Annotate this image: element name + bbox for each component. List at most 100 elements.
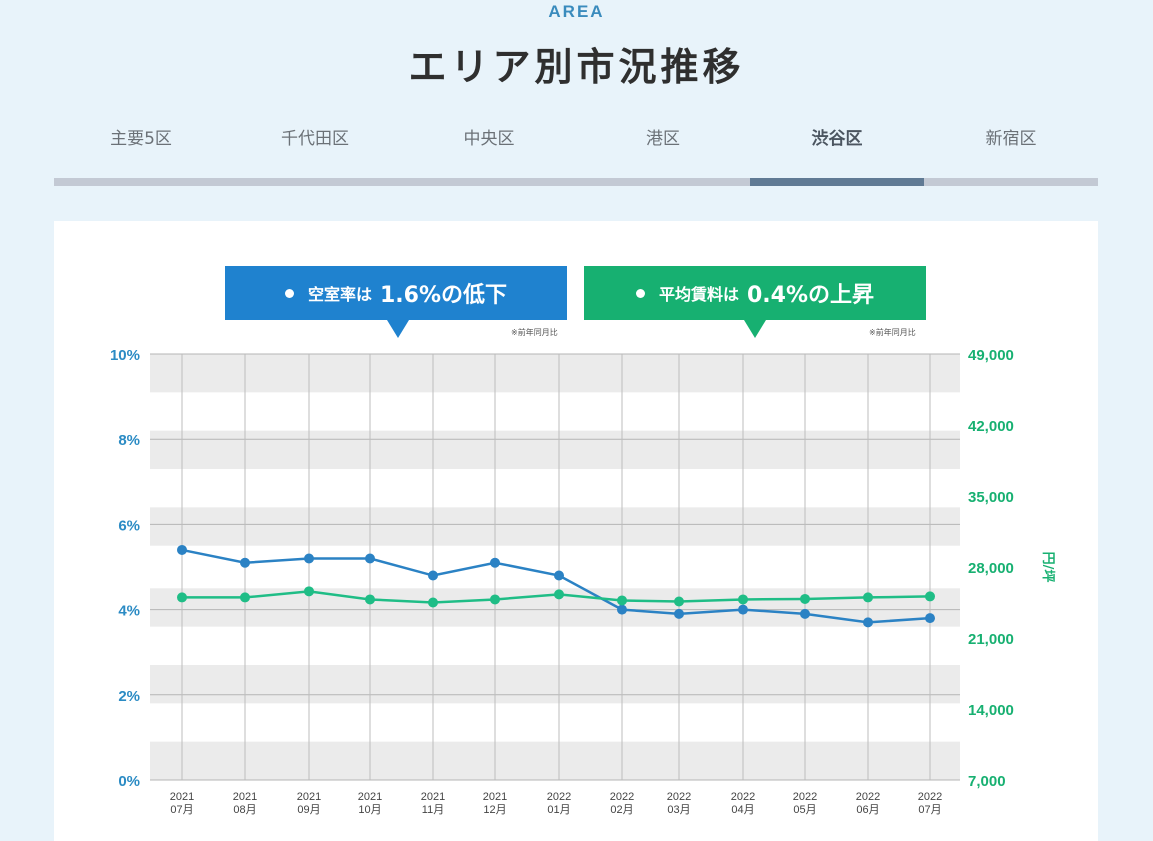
- vacancy-lead: 空室率は: [307, 285, 372, 304]
- tab-major5[interactable]: 主要5区: [54, 126, 228, 186]
- x-tick-year: 2022: [731, 791, 755, 803]
- y-left-tick: 2%: [118, 688, 140, 705]
- x-tick-year: 2021: [483, 791, 507, 803]
- rent-point: [554, 589, 564, 600]
- tab-label: 中央区: [463, 129, 515, 149]
- y-right-tick: 42,000: [968, 418, 1014, 435]
- x-tick-year: 2022: [610, 791, 634, 803]
- x-tick-month: 03月: [667, 804, 690, 816]
- y-right-tick: 28,000: [968, 560, 1014, 577]
- rent-point: [863, 592, 873, 603]
- callout-pointer: [387, 320, 409, 338]
- vacancy-point: [674, 608, 684, 619]
- x-tick-year: 2021: [233, 791, 257, 803]
- area-tabs: 主要5区 千代田区 中央区 港区 渋谷区 新宿区: [54, 126, 1098, 186]
- vacancy-point: [738, 604, 748, 615]
- y-left-tick: 10%: [110, 347, 140, 364]
- vacancy-change: 1.6%の低下: [379, 283, 508, 308]
- callout-pointer: [744, 320, 766, 338]
- tab-shibuya[interactable]: 渋谷区: [750, 126, 924, 186]
- bullet-icon: [284, 288, 294, 298]
- rent-point: [177, 592, 187, 603]
- vacancy-point: [490, 557, 500, 568]
- tab-label: 港区: [646, 129, 680, 149]
- x-tick-month: 08月: [233, 804, 256, 816]
- y-left-tick: 8%: [118, 432, 140, 449]
- x-tick-year: 2022: [856, 791, 880, 803]
- tab-indicator: [228, 178, 402, 186]
- x-tick-month: 04月: [731, 804, 754, 816]
- grid-band: [150, 354, 960, 393]
- rent-point: [925, 591, 935, 602]
- x-tick-month: 12月: [483, 804, 506, 816]
- rent-point: [800, 593, 810, 604]
- tab-shinjuku[interactable]: 新宿区: [924, 126, 1098, 186]
- line-chart: 0% 2% 4% 6% 8% 10% 7,000 14,000 21,000 28,000 35,0…: [110, 347, 1055, 816]
- tab-indicator: [402, 178, 576, 186]
- rent-point: [365, 594, 375, 605]
- vacancy-note: ※前年同月比: [511, 328, 558, 337]
- y-right-tick: 14,000: [968, 702, 1014, 719]
- tab-indicator: [924, 178, 1098, 186]
- vacancy-point: [304, 553, 314, 564]
- vacancy-point: [554, 570, 564, 581]
- x-tick-month: 07月: [170, 804, 193, 816]
- vacancy-point: [863, 617, 873, 628]
- x-tick-year: 2022: [667, 791, 691, 803]
- x-tick-month: 07月: [918, 804, 941, 816]
- tab-indicator: [576, 178, 750, 186]
- page-title: エリア別市況推移: [408, 45, 745, 89]
- x-tick-year: 2022: [547, 791, 571, 803]
- y-left-tick: 0%: [118, 773, 140, 790]
- rent-point: [428, 597, 438, 608]
- tab-chuo[interactable]: 中央区: [402, 126, 576, 186]
- rent-change: 0.4%の上昇: [746, 283, 875, 308]
- bullet-icon: [635, 288, 645, 298]
- tab-label: 千代田区: [281, 129, 349, 149]
- tab-indicator: [54, 178, 228, 186]
- y-right-unit-label: 円/坪: [1040, 552, 1055, 583]
- rent-point: [304, 586, 314, 597]
- x-tick-year: 2022: [918, 791, 942, 803]
- y-left-tick: 6%: [118, 517, 140, 534]
- y-right-tick: 35,000: [968, 489, 1014, 506]
- x-tick-year: 2021: [421, 791, 445, 803]
- y-right-tick: 7,000: [968, 773, 1006, 790]
- section-eyebrow: AREA: [548, 2, 605, 21]
- tab-indicator: [750, 178, 924, 186]
- vacancy-point: [177, 544, 187, 555]
- grid-band: [150, 430, 960, 470]
- x-tick-year: 2021: [358, 791, 382, 803]
- x-tick-month: 09月: [297, 804, 320, 816]
- tab-chiyoda[interactable]: 千代田区: [228, 126, 402, 186]
- vacancy-point: [617, 604, 627, 615]
- vacancy-point: [365, 553, 375, 564]
- chart-panel: 空室率は 1.6%の低下 ※前年同月比 平均賃料は 0.4%の上昇 ※前年同月比…: [54, 221, 1098, 841]
- grid-band: [150, 507, 960, 546]
- x-tick-year: 2021: [297, 791, 321, 803]
- x-tick-year: 2021: [170, 791, 194, 803]
- rent-point: [738, 594, 748, 605]
- tab-label: 主要5区: [110, 129, 172, 149]
- x-tick-month: 01月: [547, 804, 570, 816]
- x-tick-year: 2022: [793, 791, 817, 803]
- vacancy-point: [428, 570, 438, 581]
- rent-point: [490, 594, 500, 605]
- tab-minato[interactable]: 港区: [576, 126, 750, 186]
- rent-point: [617, 595, 627, 606]
- x-tick-month: 06月: [856, 804, 879, 816]
- rent-note: ※前年同月比: [869, 328, 916, 337]
- grid-band: [150, 664, 960, 704]
- x-tick-month: 11月: [422, 804, 444, 816]
- vacancy-point: [800, 608, 810, 619]
- rent-point: [240, 592, 250, 603]
- rent-lead: 平均賃料は: [658, 285, 739, 304]
- tab-label: 渋谷区: [811, 129, 863, 149]
- x-tick-month: 05月: [793, 804, 816, 816]
- rent-point: [674, 596, 684, 607]
- x-tick-month: 02月: [610, 804, 633, 816]
- rent-callout: 平均賃料は 0.4%の上昇: [584, 266, 926, 338]
- y-right-tick: 49,000: [968, 347, 1014, 364]
- grid-band: [150, 741, 960, 780]
- y-left-tick: 4%: [118, 603, 140, 620]
